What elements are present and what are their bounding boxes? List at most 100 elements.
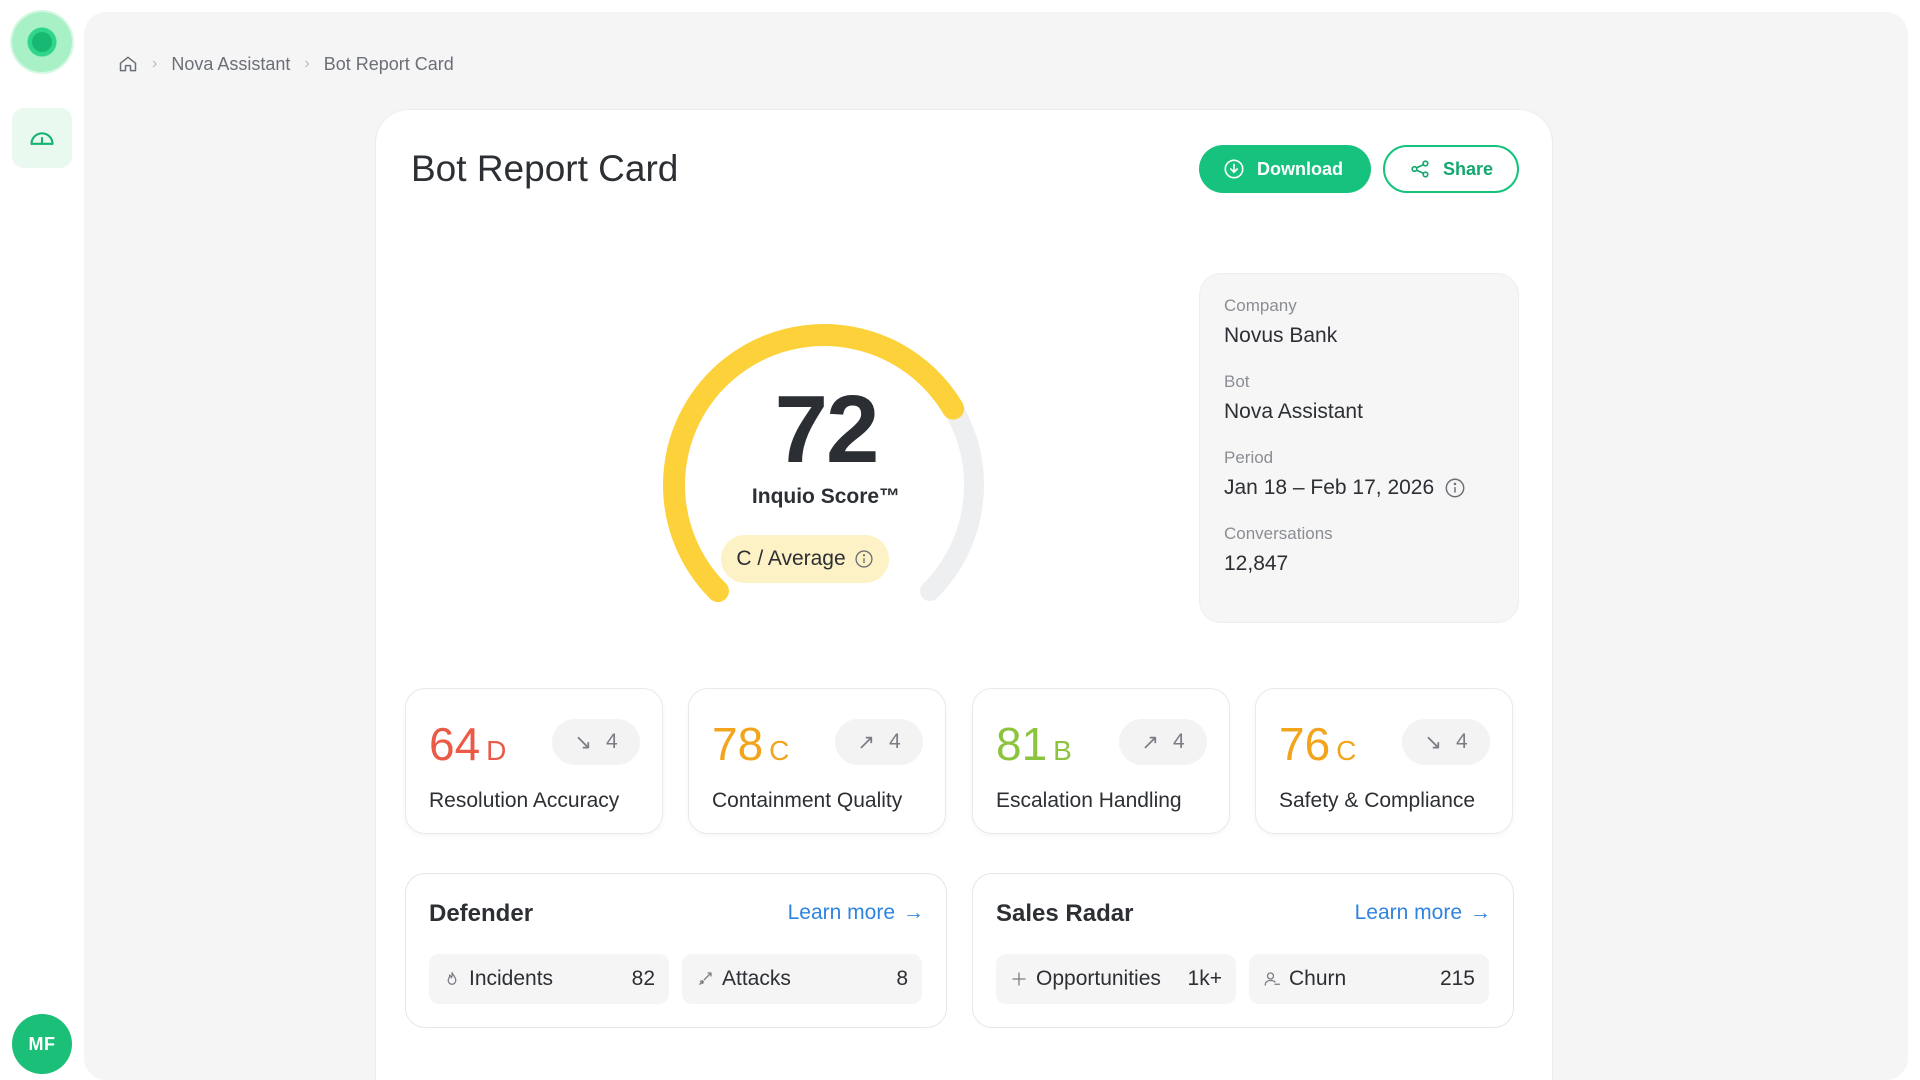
stat-value: 215 <box>1439 967 1475 990</box>
metric-score: 78 C <box>712 717 789 771</box>
stat-label: Churn <box>1289 967 1347 990</box>
meta-value: Jan 18 – Feb 17, 2026 <box>1224 476 1494 500</box>
metric-score-value: 78 <box>712 718 764 770</box>
score-gauge <box>663 324 984 603</box>
stat-opportunities[interactable]: Opportunities 1k+ <box>996 954 1236 1004</box>
arrow-down-right-icon: ↘ <box>574 730 592 754</box>
share-icon <box>1411 160 1429 178</box>
user-minus-icon <box>1264 972 1281 986</box>
meta-label: Bot <box>1224 372 1250 391</box>
metric-score-value: 81 <box>996 718 1048 770</box>
meta-label: Conversations <box>1224 524 1333 543</box>
defender-learn-more-link[interactable]: Learn more → <box>788 901 924 925</box>
grade-badge: C / Average <box>721 535 889 583</box>
flame-icon <box>447 972 457 985</box>
defender-card: Defender Learn more → Incidents 82 Attac… <box>405 873 947 1028</box>
metric-score: 64 D <box>429 717 506 771</box>
metric-card[interactable]: 64 D ↘ 4 Resolution Accuracy <box>405 688 663 834</box>
metric-delta: ↘ 4 <box>1402 719 1490 765</box>
feature-title: Defender <box>429 900 534 927</box>
meta-label: Company <box>1224 296 1297 315</box>
metric-delta: ↗ 4 <box>1119 719 1207 765</box>
meta-company: Company Novus Bank <box>1224 296 1494 348</box>
metric-name: Containment Quality <box>712 789 903 812</box>
arrow-right-icon: → <box>1470 901 1491 924</box>
metric-score: 76 C <box>1279 717 1356 771</box>
gauge-icon <box>30 132 54 145</box>
meta-period: Period Jan 18 – Feb 17, 2026 <box>1224 448 1494 500</box>
meta-conversations: Conversations 12,847 <box>1224 524 1494 576</box>
share-label: Share <box>1442 158 1493 179</box>
stat-value: 1k+ <box>1187 967 1222 990</box>
metric-grade: D <box>486 735 507 766</box>
learn-more-label: Learn more <box>787 901 895 924</box>
feature-title: Sales Radar <box>996 900 1134 927</box>
stat-label: Opportunities <box>1036 967 1161 990</box>
arrow-right-icon: → <box>903 901 924 924</box>
arrow-up-right-icon: ↗ <box>857 730 875 754</box>
period-text: Jan 18 – Feb 17, 2026 <box>1224 476 1435 499</box>
grade-text: C / Average <box>736 547 846 570</box>
metric-card[interactable]: 78 C ↗ 4 Containment Quality <box>688 688 946 834</box>
download-icon <box>1224 159 1244 179</box>
metric-delta: ↘ 4 <box>552 719 640 765</box>
stat-churn[interactable]: Churn 215 <box>1249 954 1489 1004</box>
chevron-right-icon: › <box>152 55 158 72</box>
download-button[interactable]: Download <box>1199 145 1371 193</box>
report-meta-panel: Company Novus Bank Bot Nova Assistant Pe… <box>1199 273 1519 623</box>
metric-grade: C <box>1336 735 1357 766</box>
main-area: › Nova Assistant › Bot Report Card Bot R… <box>84 12 1908 1080</box>
breadcrumb-item-bot[interactable]: Nova Assistant <box>171 53 291 74</box>
plus-icon <box>1012 972 1026 986</box>
metric-delta-value: 4 <box>1455 730 1468 753</box>
download-label: Download <box>1257 158 1343 179</box>
sales-radar-card: Sales Radar Learn more → Opportunities 1… <box>972 873 1514 1028</box>
share-button[interactable]: Share <box>1383 145 1519 193</box>
score-label: Inquio Score™ <box>751 485 901 508</box>
metric-card[interactable]: 76 C ↘ 4 Safety & Compliance <box>1255 688 1513 834</box>
user-avatar[interactable]: MF <box>12 1014 72 1074</box>
info-icon[interactable] <box>1444 477 1466 499</box>
score-value: 72 <box>774 376 880 483</box>
app-logo[interactable] <box>12 12 72 72</box>
metric-score: 81 B <box>996 717 1072 771</box>
meta-label: Period <box>1224 448 1274 467</box>
home-icon[interactable] <box>118 54 138 74</box>
breadcrumb-item-current: Bot Report Card <box>323 53 454 74</box>
metric-score-value: 76 <box>1279 718 1331 770</box>
chevron-right-icon: › <box>304 55 310 72</box>
metric-delta-value: 4 <box>1172 730 1185 753</box>
learn-more-label: Learn more <box>1354 901 1462 924</box>
meta-value: Novus Bank <box>1224 324 1338 347</box>
arrow-up-right-icon: ↗ <box>1141 730 1159 754</box>
metric-card[interactable]: 81 B ↗ 4 Escalation Handling <box>972 688 1230 834</box>
sales-radar-learn-more-link[interactable]: Learn more → <box>1355 901 1491 925</box>
stat-attacks[interactable]: Attacks 8 <box>682 954 922 1004</box>
metric-score-value: 64 <box>429 718 481 770</box>
nav-dashboard-item[interactable] <box>12 108 72 168</box>
stat-label: Incidents <box>469 967 554 990</box>
metric-delta: ↗ 4 <box>835 719 923 765</box>
meta-value: 12,847 <box>1224 552 1289 575</box>
stat-value: 82 <box>631 967 655 990</box>
sword-icon <box>699 972 712 985</box>
metric-name: Escalation Handling <box>996 789 1182 812</box>
metric-name: Safety & Compliance <box>1279 789 1476 812</box>
report-card: Bot Report Card Download Share 72 Inquio… <box>375 109 1553 1080</box>
metric-grade: C <box>769 735 790 766</box>
breadcrumb: › Nova Assistant › Bot Report Card <box>118 50 454 78</box>
metric-delta-value: 4 <box>605 730 618 753</box>
meta-value: Nova Assistant <box>1224 400 1363 423</box>
stat-value: 8 <box>896 967 908 990</box>
arrow-down-right-icon: ↘ <box>1424 730 1442 754</box>
meta-bot: Bot Nova Assistant <box>1224 372 1494 424</box>
stat-label: Attacks <box>722 967 791 990</box>
page-title: Bot Report Card <box>411 148 679 189</box>
gauge-fill <box>663 324 965 603</box>
logo-core <box>32 32 52 52</box>
metric-delta-value: 4 <box>888 730 901 753</box>
left-rail: MF <box>0 0 84 1080</box>
stat-incidents[interactable]: Incidents 82 <box>429 954 669 1004</box>
metric-grade: B <box>1053 735 1072 766</box>
info-icon[interactable] <box>854 549 874 569</box>
